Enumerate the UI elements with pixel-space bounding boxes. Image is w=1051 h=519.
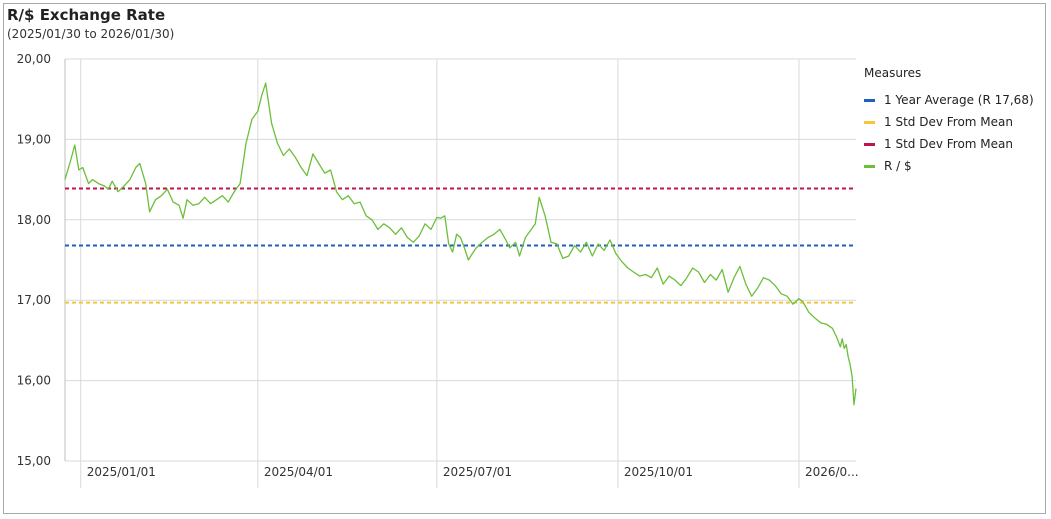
y-tick-label: 16,00 [17, 374, 51, 388]
legend-item-lower-std-dev[interactable]: 1 Std Dev From Mean [864, 111, 1034, 133]
chart-title: R/$ Exchange Rate [7, 6, 166, 24]
legend-item-upper-std-dev[interactable]: 1 Std Dev From Mean [864, 133, 1034, 155]
y-tick-label: 18,00 [17, 213, 51, 227]
legend: Measures 1 Year Average (R 17,68) 1 Std … [864, 66, 1034, 177]
y-tick-label: 20,00 [17, 52, 51, 66]
legend-label-upper-std-dev: 1 Std Dev From Mean [884, 137, 1013, 151]
chart-subtitle: (2025/01/30 to 2026/01/30) [7, 27, 175, 41]
y-tick-label: 19,00 [17, 132, 51, 146]
x-tick-label: 2026/0... [805, 465, 859, 479]
legend-swatch-upper-std-dev [864, 142, 875, 146]
legend-label-rate: R / $ [884, 159, 912, 173]
legend-swatch-rate [864, 164, 875, 168]
legend-item-rate[interactable]: R / $ [864, 155, 1034, 177]
legend-label-lower-std-dev: 1 Std Dev From Mean [884, 115, 1013, 129]
x-tick-label: 2025/01/01 [87, 465, 156, 479]
legend-swatch-lower-std-dev [864, 120, 875, 124]
series-line-rate [64, 82, 857, 406]
x-tick-label: 2025/04/01 [264, 465, 333, 479]
legend-swatch-average [864, 98, 875, 102]
y-tick-label: 17,00 [17, 293, 51, 307]
legend-title: Measures [864, 66, 922, 80]
x-tick-label: 2025/10/01 [624, 465, 693, 479]
legend-label-average: 1 Year Average (R 17,68) [884, 93, 1034, 107]
x-tick-label: 2025/07/01 [443, 465, 512, 479]
chart-frame [3, 3, 1046, 514]
legend-item-average[interactable]: 1 Year Average (R 17,68) [864, 89, 1034, 111]
y-tick-label: 15,00 [17, 454, 51, 468]
